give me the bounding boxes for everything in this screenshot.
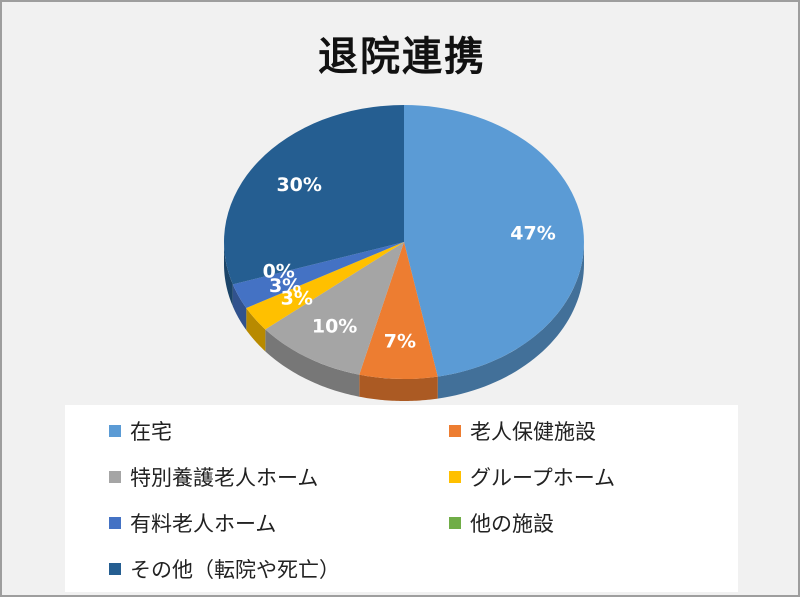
slice-4	[232, 242, 404, 308]
legend-swatch	[109, 425, 121, 437]
legend-item-4: 有料老人ホーム	[109, 508, 276, 538]
legend-label: 他の施設	[470, 512, 554, 536]
legend-swatch	[109, 517, 121, 529]
legend-item-2: 特別養護老人ホーム	[109, 462, 318, 492]
data-label-5: 0%	[263, 261, 295, 283]
legend-item-3: グループホーム	[449, 462, 615, 492]
legend-label: グループホーム	[470, 466, 616, 490]
data-label-1: 7%	[384, 331, 416, 353]
slice-1	[359, 242, 438, 379]
legend-label: 特別養護老人ホーム	[130, 466, 319, 490]
legend-item-0: 在宅	[109, 416, 172, 446]
slice-0	[404, 105, 584, 377]
legend-label: 在宅	[130, 420, 172, 444]
data-label-0: 47%	[510, 223, 555, 245]
legend-label: その他（転院や死亡）	[130, 558, 340, 582]
slice-2	[265, 242, 404, 375]
pie-side-1	[359, 374, 438, 401]
chart-title: 退院連携	[318, 34, 486, 80]
slice-3	[246, 242, 404, 330]
pie-side-4	[232, 284, 247, 330]
pie-sides	[224, 242, 584, 401]
legend-item-1: 老人保健施設	[449, 416, 596, 446]
data-label-3: 3%	[281, 287, 313, 309]
slice-6	[223, 105, 404, 285]
legend-swatch	[109, 471, 121, 483]
pie-side-2	[265, 329, 360, 397]
legend-swatch	[449, 425, 461, 437]
legend-swatch	[449, 517, 461, 529]
legend-item-6: その他（転院や死亡）	[109, 554, 340, 584]
pie-side-0	[437, 242, 584, 399]
legend: 在宅 老人保健施設特別養護老人ホーム グループホーム有料老人ホーム 他の施設その他（転…	[65, 405, 738, 592]
legend-swatch	[109, 563, 121, 575]
data-label-6: 30%	[276, 174, 321, 196]
legend-label: 老人保健施設	[470, 420, 596, 444]
legend-item-5: 他の施設	[449, 508, 554, 538]
legend-label: 有料老人ホーム	[130, 512, 277, 536]
legend-swatch	[449, 471, 461, 483]
pie-side-3	[246, 308, 266, 352]
pie-slices	[223, 105, 584, 379]
pie-side-6	[224, 242, 233, 307]
pie-data-labels: 47%7%10%3%3%0%30%	[263, 174, 556, 353]
data-label-4: 3%	[269, 275, 301, 297]
data-label-2: 10%	[312, 315, 357, 337]
